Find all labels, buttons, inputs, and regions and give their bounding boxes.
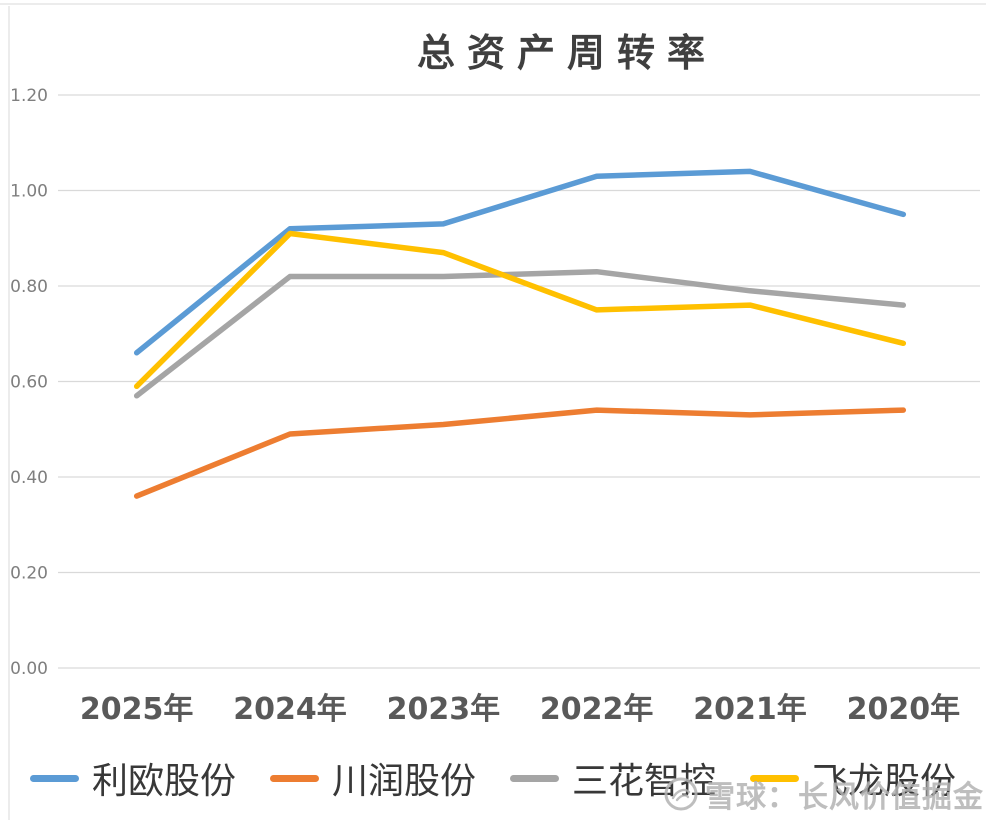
legend-label: 飞龙股份 bbox=[812, 761, 957, 802]
legend-item-feilong: 飞龙股份 bbox=[750, 752, 956, 804]
y-tick-label: 1.20 bbox=[10, 86, 48, 106]
legend-swatch-yellow bbox=[750, 774, 800, 782]
x-tick-label: 2021年 bbox=[693, 692, 807, 727]
legend-item-chuanrun: 川润股份 bbox=[269, 752, 476, 804]
x-tick-label: 2025年 bbox=[80, 692, 194, 727]
series-line-0 bbox=[133, 168, 907, 356]
chart-legend: 利欧股份 川润股份 三花智控 飞龙股份 bbox=[0, 748, 986, 808]
legend-item-sanhua: 三花智控 bbox=[510, 752, 716, 804]
legend-swatch-orange bbox=[269, 774, 319, 782]
y-tick-label: 0.00 bbox=[10, 659, 48, 679]
y-tick-label: 0.20 bbox=[10, 564, 48, 584]
x-tick-label: 2024年 bbox=[233, 692, 347, 727]
legend-label: 利欧股份 bbox=[91, 761, 236, 802]
series-line-1 bbox=[133, 407, 907, 499]
screenshot-edge-top bbox=[0, 3, 986, 5]
legend-label: 川润股份 bbox=[331, 761, 476, 802]
x-tick-label: 2020年 bbox=[847, 692, 961, 727]
legend-swatch-blue bbox=[29, 774, 79, 782]
x-tick-label: 2023年 bbox=[387, 692, 501, 727]
y-tick-label: 1.00 bbox=[10, 182, 48, 202]
series-line-2 bbox=[133, 268, 907, 399]
screenshot-edge-left bbox=[8, 6, 10, 820]
legend-label: 三花智控 bbox=[572, 761, 717, 802]
y-tick-label: 0.80 bbox=[10, 277, 48, 297]
series-line-3 bbox=[133, 230, 907, 390]
y-tick-label: 0.60 bbox=[10, 373, 48, 393]
chart-title: 总资产周转率 bbox=[417, 30, 718, 75]
legend-item-lieou: 利欧股份 bbox=[29, 752, 236, 804]
y-tick-label: 0.40 bbox=[10, 468, 48, 488]
legend-swatch-gray bbox=[510, 774, 559, 782]
line-plot: 1.20 1.00 0.80 0.60 0.40 0.20 0.00 2025年 2024年 20… bbox=[10, 86, 980, 727]
x-tick-label: 2022年 bbox=[540, 692, 654, 727]
